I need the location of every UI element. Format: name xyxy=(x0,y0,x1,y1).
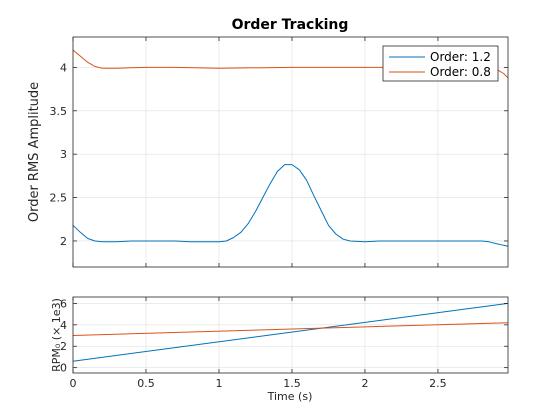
bottom-series-line-2 xyxy=(72,322,509,336)
bottom-y-tick-label: 6 xyxy=(60,297,67,310)
legend-entry-order-0-8: Order: 0.8 xyxy=(430,65,491,79)
chart-title: Order Tracking xyxy=(232,17,349,33)
bottom-axes: 0 0.5 1 1.5 2 2.5 0 2 4 6 Time (s) RPM₀ (× 1e3) xyxy=(50,296,509,403)
bottom-y-tick-label: 0 xyxy=(60,362,67,375)
bottom-x-tick-label: 1 xyxy=(215,377,222,390)
bottom-y-tick-label: 2 xyxy=(60,340,67,353)
top-y-axis-label: Order RMS Amplitude xyxy=(27,82,42,222)
top-ticks: 2 2.5 3 3.5 4 xyxy=(50,37,508,267)
top-axes: 2 2.5 3 3.5 4 Order Tracking Order RMS Ampli… xyxy=(27,17,509,268)
bottom-x-tick-label: 0 xyxy=(70,377,77,390)
top-series-line-1 xyxy=(72,164,509,247)
bottom-x-tick-label: 2 xyxy=(361,377,368,390)
top-y-tick-label: 2.5 xyxy=(50,192,68,205)
x-axis-label: Time (s) xyxy=(267,390,313,403)
bottom-series-line-1 xyxy=(72,302,509,362)
bottom-y-tick-label: 4 xyxy=(60,319,67,332)
bottom-x-tick-label: 0.5 xyxy=(137,377,155,390)
top-y-tick-label: 2 xyxy=(60,235,67,248)
top-y-tick-label: 3 xyxy=(60,148,67,161)
bottom-y-axis-label: RPM₀ (× 1e3) xyxy=(50,298,63,372)
top-y-tick-label: 3.5 xyxy=(50,105,68,118)
legend-box xyxy=(382,45,499,82)
top-y-tick-label: 4 xyxy=(60,61,67,74)
legend: Order: 1.2 Order: 0.8 xyxy=(382,45,499,82)
bottom-plot-area xyxy=(73,297,508,373)
bottom-ticks: 0 0.5 1 1.5 2 2.5 0 2 4 6 xyxy=(60,297,508,390)
bottom-x-tick-label: 2.5 xyxy=(429,377,447,390)
bottom-x-tick-label: 1.5 xyxy=(283,377,301,390)
bottom-series xyxy=(72,302,509,362)
top-axes-box xyxy=(72,36,509,268)
bottom-axes-box xyxy=(72,296,509,374)
legend-entry-order-1-2: Order: 1.2 xyxy=(430,50,491,64)
